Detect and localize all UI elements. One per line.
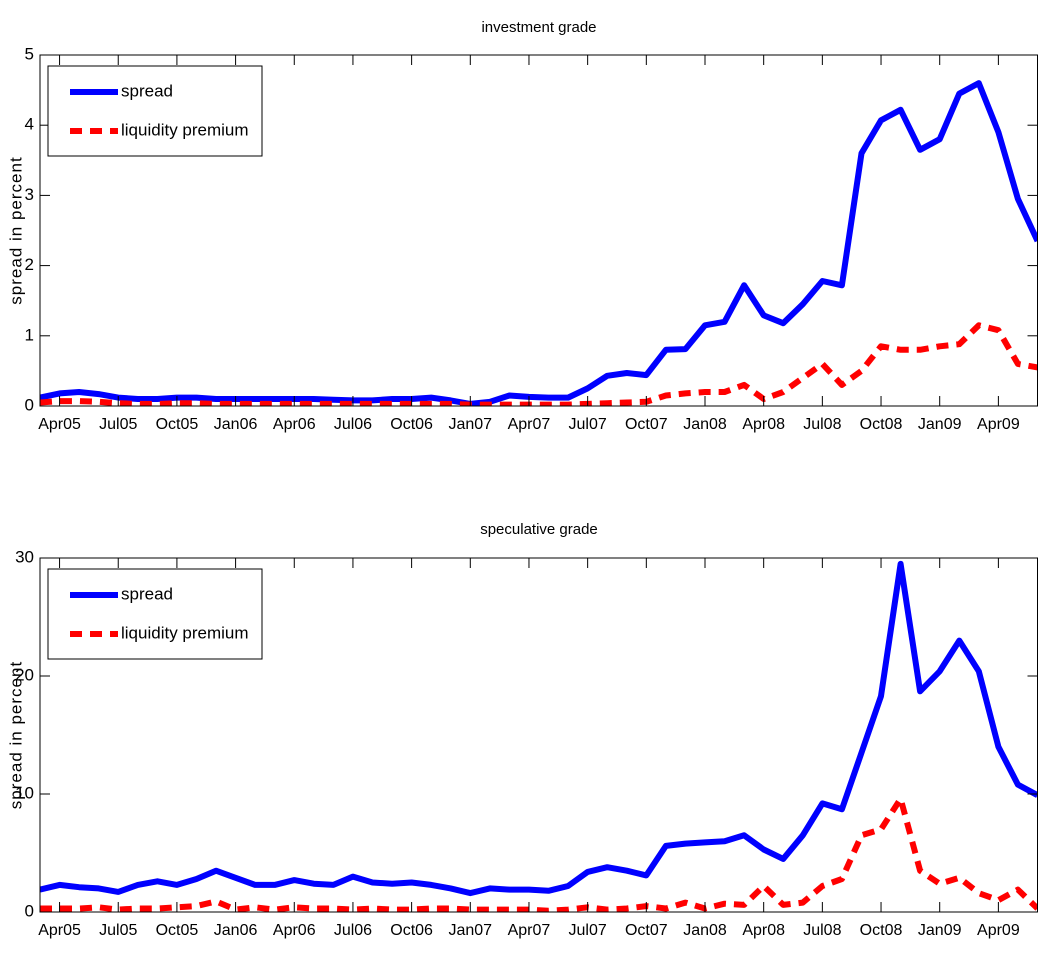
chart-title: speculative grade	[480, 521, 598, 538]
x-tick-label: Apr07	[508, 416, 551, 433]
x-tick-label: Apr09	[977, 416, 1020, 433]
x-tick-label: Apr06	[273, 922, 316, 939]
x-tick-label: Oct08	[860, 416, 903, 433]
x-tick-label: Jul06	[334, 416, 372, 433]
y-tick-label: 1	[25, 325, 34, 344]
y-tick-label: 4	[25, 115, 34, 134]
x-tick-label: Apr05	[38, 416, 81, 433]
x-tick-label: Jan06	[214, 922, 258, 939]
x-tick-label: Oct07	[625, 922, 668, 939]
y-tick-label: 10	[15, 783, 34, 802]
series-line	[40, 795, 1038, 912]
y-tick-label: 0	[25, 901, 34, 920]
x-tick-label: Jan07	[448, 416, 492, 433]
y-tick-label: 30	[15, 547, 34, 566]
legend-label: spread	[121, 584, 173, 603]
series-line	[40, 80, 1038, 406]
x-tick-label: Jul08	[803, 416, 841, 433]
x-tick-label: Jan07	[448, 922, 492, 939]
x-tick-label: Jul07	[569, 922, 607, 939]
legend-label: liquidity premium	[121, 120, 249, 139]
x-tick-label: Oct06	[390, 922, 433, 939]
x-tick-label: Jul05	[99, 922, 137, 939]
x-tick-label: Apr08	[742, 922, 785, 939]
legend-label: liquidity premium	[121, 623, 249, 642]
x-tick-label: Apr08	[742, 416, 785, 433]
x-tick-label: Jan09	[918, 922, 962, 939]
x-tick-label: Jan09	[918, 416, 962, 433]
y-axis-label: spread in percent	[6, 661, 25, 809]
x-tick-label: Jan06	[214, 416, 258, 433]
y-tick-label: 5	[25, 44, 34, 63]
y-tick-label: 20	[15, 665, 34, 684]
x-tick-label: Apr09	[977, 922, 1020, 939]
x-tick-label: Jul05	[99, 416, 137, 433]
x-tick-label: Jan08	[683, 416, 727, 433]
y-tick-label: 0	[25, 395, 34, 414]
legend-box	[47, 568, 263, 660]
y-axis-label: spread in percent	[6, 156, 25, 304]
x-tick-label: Jan08	[683, 922, 727, 939]
series-line	[40, 322, 1038, 406]
chart-title: investment grade	[481, 19, 596, 36]
x-tick-label: Apr05	[38, 922, 81, 939]
x-tick-label: Apr06	[273, 416, 316, 433]
y-tick-label: 2	[25, 255, 34, 274]
legend-label: spread	[121, 81, 173, 100]
x-tick-label: Oct06	[390, 416, 433, 433]
x-tick-label: Jul07	[569, 416, 607, 433]
x-tick-label: Jul06	[334, 922, 372, 939]
x-tick-label: Oct07	[625, 416, 668, 433]
legend-box	[47, 65, 263, 157]
x-tick-label: Apr07	[508, 922, 551, 939]
x-tick-label: Oct05	[156, 922, 199, 939]
x-tick-label: Oct08	[860, 922, 903, 939]
x-tick-label: Jul08	[803, 922, 841, 939]
y-tick-label: 3	[25, 185, 34, 204]
x-tick-label: Oct05	[156, 416, 199, 433]
series-line	[40, 560, 1038, 897]
